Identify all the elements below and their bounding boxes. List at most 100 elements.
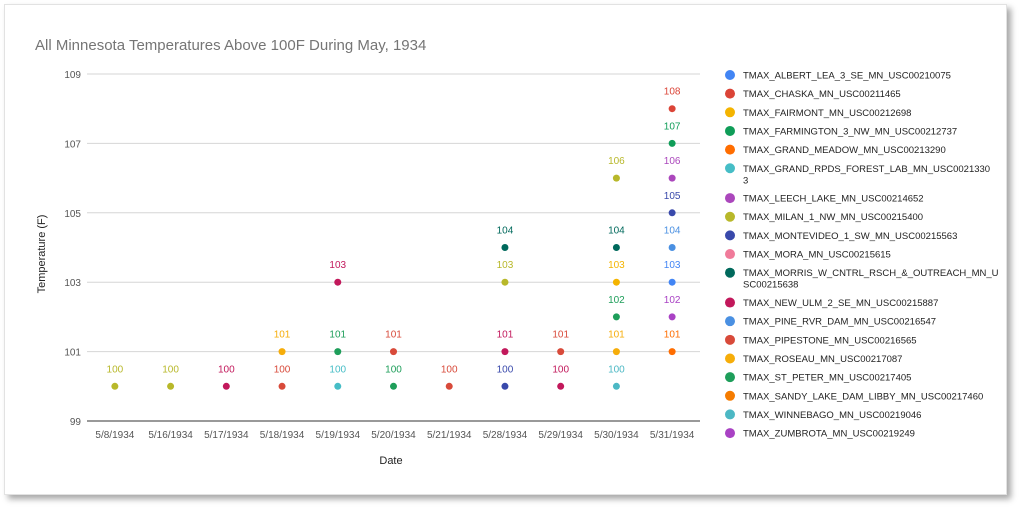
legend-item: TMAX_ZUMBROTA_MN_USC00219249 <box>725 428 915 440</box>
data-point <box>557 348 565 356</box>
data-labels: 103 108 103 107 101 100 106 100 100 103 106 100 105 1… <box>107 87 681 376</box>
y-axis-ticks: 99 101 103 105 107 109 <box>64 70 81 428</box>
legend-item: TMAX_FAIRMONT_MN_USC00212698 <box>725 107 911 119</box>
legend-label-continued: 3 <box>743 175 748 186</box>
data-label: 101 <box>552 330 569 341</box>
legend-label: TMAX_ZUMBROTA_MN_USC00219249 <box>743 429 915 440</box>
y-tick-label: 103 <box>64 278 81 289</box>
legend-swatch <box>725 334 735 345</box>
data-point <box>668 209 676 217</box>
legend-item: TMAX_FARMINGTON_3_NW_MN_USC00212737 <box>725 125 957 137</box>
data-point <box>167 382 175 390</box>
legend-swatch <box>725 211 735 222</box>
data-point <box>390 382 397 390</box>
data-point <box>668 278 676 286</box>
legend-swatch <box>725 390 735 401</box>
x-tick-label: 5/17/1934 <box>204 430 249 441</box>
legend-item: TMAX_WINNEBAGO_MN_USC00219046 <box>725 409 921 421</box>
legend-swatch <box>725 249 735 260</box>
legend-label: TMAX_NEW_ULM_2_SE_MN_USC00215887 <box>743 298 938 309</box>
data-point <box>278 348 286 356</box>
y-tick-label: 101 <box>64 348 81 359</box>
legend-item: TMAX_ST_PETER_MN_USC00217405 <box>725 372 911 384</box>
legend-label: TMAX_MONTEVIDEO_1_SW_MN_USC00215563 <box>743 231 957 242</box>
data-point <box>445 382 453 390</box>
legend-label: TMAX_MORRIS_W_CNTRL_RSCH_&_OUTREACH_MN_U <box>743 268 999 279</box>
legend-label: TMAX_ROSEAU_MN_USC00217087 <box>743 354 902 365</box>
data-point <box>612 174 620 182</box>
y-tick-label: 99 <box>70 417 82 428</box>
legend-item: TMAX_NEW_ULM_2_SE_MN_USC00215887 <box>725 297 938 309</box>
data-point <box>612 278 620 286</box>
legend-label: TMAX_MORA_MN_USC00215615 <box>743 250 891 261</box>
data-point <box>668 174 676 182</box>
legend-item: TMAX_CHASKA_MN_USC00211465 <box>725 88 901 100</box>
legend-swatch <box>725 372 735 383</box>
gridlines <box>87 73 700 422</box>
legend-label: TMAX_FAIRMONT_MN_USC00212698 <box>743 108 911 119</box>
legend-item: TMAX_GRAND_RPDS_FOREST_LAB_MN_USC0021330… <box>725 163 990 186</box>
legend-swatch <box>725 230 735 241</box>
data-point <box>501 348 509 356</box>
legend-label: TMAX_GRAND_RPDS_FOREST_LAB_MN_USC0021330 <box>743 164 990 175</box>
data-label: 101 <box>608 330 625 341</box>
data-point <box>668 244 676 251</box>
data-label: 106 <box>608 156 625 167</box>
data-label: 100 <box>608 364 625 375</box>
legend-swatch <box>725 428 735 439</box>
scatter-chart: All Minnesota Temperatures Above 100F Du… <box>35 37 999 467</box>
legend-item: TMAX_MORA_MN_USC00215615 <box>725 249 891 261</box>
data-label: 105 <box>664 191 681 202</box>
y-axis-label: Temperature (F) <box>36 215 48 294</box>
data-point <box>668 313 676 321</box>
x-tick-label: 5/29/1934 <box>538 430 583 441</box>
x-tick-label: 5/28/1934 <box>483 430 528 441</box>
data-label: 108 <box>664 87 681 98</box>
legend-label: TMAX_PIPESTONE_MN_USC00216565 <box>743 335 917 346</box>
data-point <box>334 382 342 390</box>
legend-swatch <box>725 88 735 99</box>
legend-label: TMAX_MILAN_1_NW_MN_USC00215400 <box>743 212 923 223</box>
x-axis-ticks: 5/8/1934 5/16/1934 5/17/1934 5/18/1934 5/19/… <box>95 430 694 441</box>
x-axis-label: Date <box>379 455 402 467</box>
x-tick-label: 5/20/1934 <box>371 430 416 441</box>
x-tick-label: 5/30/1934 <box>594 430 639 441</box>
chart-title: All Minnesota Temperatures Above 100F Du… <box>35 37 426 54</box>
data-label: 100 <box>552 364 569 375</box>
x-tick-label: 5/19/1934 <box>316 430 361 441</box>
data-label: 104 <box>608 226 625 237</box>
data-label: 104 <box>664 226 681 237</box>
data-point <box>390 348 397 356</box>
legend-item: TMAX_ALBERT_LEA_3_SE_MN_USC00210075 <box>725 70 951 82</box>
data-label: 103 <box>329 260 346 271</box>
x-tick-label: 5/18/1934 <box>260 430 305 441</box>
data-point <box>557 382 565 390</box>
data-label: 102 <box>664 295 681 306</box>
legend-swatch <box>725 316 735 327</box>
data-label: 106 <box>664 156 681 167</box>
data-point <box>612 382 620 390</box>
legend-item: TMAX_ROSEAU_MN_USC00217087 <box>725 353 902 365</box>
legend-item: TMAX_PIPESTONE_MN_USC00216565 <box>725 334 917 346</box>
legend-label: TMAX_SANDY_LAKE_DAM_LIBBY_MN_USC00217460 <box>743 391 983 402</box>
x-tick-label: 5/16/1934 <box>148 430 193 441</box>
data-label: 100 <box>218 364 235 375</box>
legend: TMAX_ALBERT_LEA_3_SE_MN_USC00210075 TMAX_… <box>725 70 999 440</box>
data-label: 103 <box>608 260 625 271</box>
data-label: 100 <box>329 364 346 375</box>
legend-swatch <box>725 193 735 204</box>
legend-item: TMAX_LEECH_LAKE_MN_USC00214652 <box>725 193 924 205</box>
chart-card: All Minnesota Temperatures Above 100F Du… <box>4 4 1007 495</box>
x-tick-label: 5/31/1934 <box>650 430 695 441</box>
legend-label: TMAX_LEECH_LAKE_MN_USC00214652 <box>743 194 924 205</box>
data-point <box>668 348 676 356</box>
data-point <box>668 105 676 113</box>
data-label: 100 <box>274 364 291 375</box>
data-point <box>334 348 342 356</box>
legend-label: TMAX_GRAND_MEADOW_MN_USC00213290 <box>743 145 946 156</box>
x-tick-label: 5/8/1934 <box>95 430 134 441</box>
legend-label: TMAX_CHASKA_MN_USC00211465 <box>743 89 901 100</box>
data-label: 100 <box>385 364 402 375</box>
data-label: 103 <box>664 260 681 271</box>
data-label: 101 <box>385 330 402 341</box>
